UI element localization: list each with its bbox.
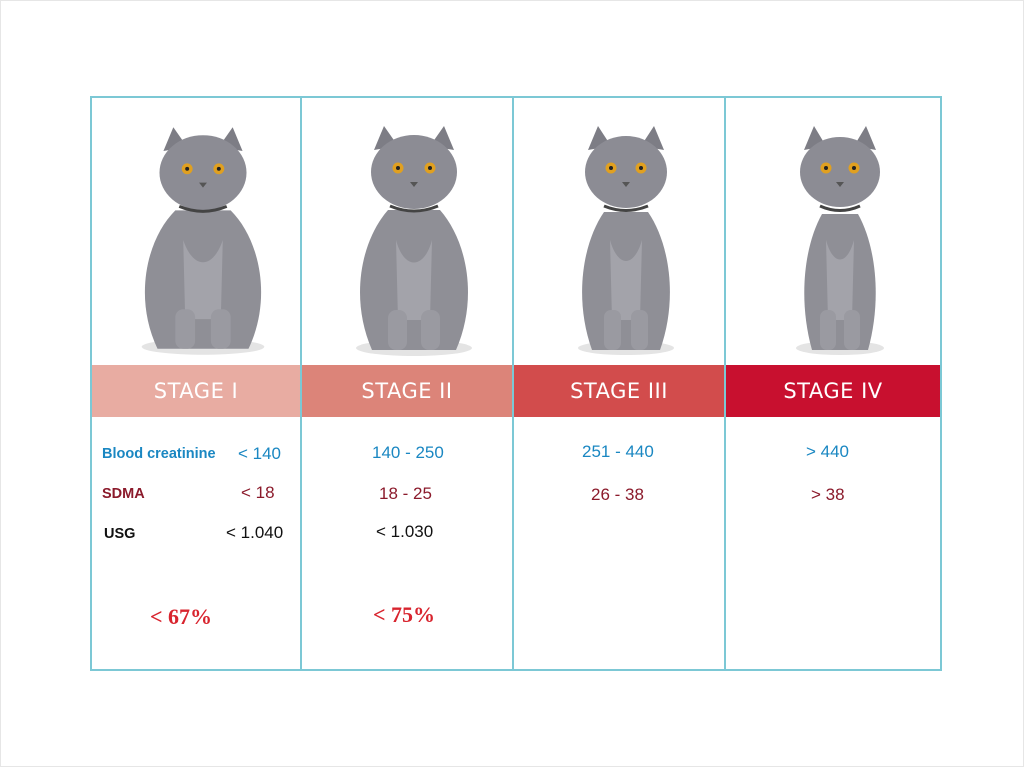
creatinine-value: > 440 <box>806 442 850 461</box>
cat-photo-icon <box>324 120 504 362</box>
cat-photo-icon <box>748 120 932 362</box>
stage-column-1: STAGE I Blood creatinine < 140 SDMA < 18… <box>92 98 302 669</box>
stage-column-4: STAGE IV > 440 > 38 <box>726 98 940 669</box>
usg-value: < 1.040 <box>226 523 284 542</box>
sdma-label: SDMA <box>102 486 145 502</box>
creatinine-value: < 140 <box>238 444 282 463</box>
cat-illustration <box>796 126 884 355</box>
sdma-value: > 38 <box>811 485 845 504</box>
sdma-value: 26 - 38 <box>591 485 644 504</box>
stage-label: STAGE IV <box>726 365 940 417</box>
cat-illustration <box>141 127 265 355</box>
creatinine-value: 140 - 250 <box>372 443 444 462</box>
creatinine-label: Blood creatinine <box>102 446 216 462</box>
stage-column-3: STAGE III 251 - 440 26 - 38 <box>514 98 726 669</box>
cat-photo-icon <box>536 120 716 362</box>
stage-label: STAGE II <box>302 365 512 417</box>
ckd-staging-table: STAGE I Blood creatinine < 140 SDMA < 18… <box>90 96 942 671</box>
usg-label: USG <box>104 526 136 542</box>
sdma-value: 18 - 25 <box>379 484 432 503</box>
usg-value: < 1.030 <box>376 522 434 541</box>
creatinine-value: 251 - 440 <box>582 442 654 461</box>
stage-label: STAGE III <box>514 365 724 417</box>
stage-column-2: STAGE II 140 - 250 18 - 25 < 1.030 < 75% <box>302 98 514 669</box>
percent-value: < 67% <box>150 604 213 629</box>
stage-label: STAGE I <box>92 365 300 417</box>
cat-illustration <box>578 126 674 355</box>
cat-illustration <box>356 126 472 356</box>
percent-value: < 75% <box>373 602 436 627</box>
sdma-value: < 18 <box>241 483 275 502</box>
cat-photo-icon <box>114 120 292 362</box>
